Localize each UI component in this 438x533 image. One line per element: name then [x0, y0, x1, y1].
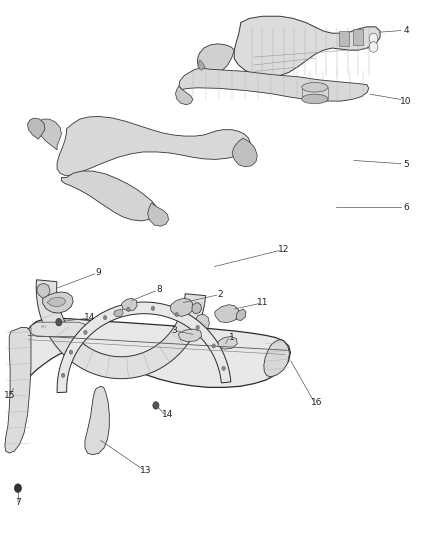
Text: 15: 15 [4, 391, 15, 400]
Polygon shape [114, 309, 123, 317]
Polygon shape [195, 314, 209, 334]
Polygon shape [121, 298, 137, 311]
Circle shape [153, 402, 159, 409]
Text: 11: 11 [257, 298, 268, 307]
Polygon shape [218, 336, 237, 349]
Text: 14: 14 [84, 313, 95, 322]
Polygon shape [232, 138, 257, 167]
Text: 16: 16 [311, 398, 323, 407]
Ellipse shape [302, 94, 328, 104]
Polygon shape [198, 60, 205, 70]
Polygon shape [215, 305, 239, 322]
Circle shape [369, 42, 378, 52]
Text: 6: 6 [403, 203, 409, 212]
Polygon shape [36, 280, 205, 378]
Polygon shape [37, 119, 61, 150]
Circle shape [175, 312, 178, 317]
Text: REF: REF [41, 325, 47, 329]
Polygon shape [37, 284, 50, 298]
Circle shape [369, 33, 378, 44]
Polygon shape [179, 329, 201, 342]
Text: 8: 8 [156, 285, 162, 294]
Circle shape [151, 306, 155, 310]
Ellipse shape [302, 83, 328, 92]
Polygon shape [43, 292, 73, 313]
Polygon shape [61, 171, 157, 221]
Circle shape [222, 366, 225, 370]
Circle shape [212, 344, 215, 348]
Polygon shape [85, 386, 110, 455]
Circle shape [127, 307, 130, 311]
Polygon shape [57, 302, 231, 393]
Polygon shape [176, 86, 193, 105]
Polygon shape [28, 118, 45, 139]
Circle shape [14, 484, 21, 492]
Text: 3: 3 [171, 326, 177, 335]
Text: 13: 13 [140, 466, 152, 475]
Polygon shape [339, 31, 349, 46]
Polygon shape [353, 29, 363, 45]
Circle shape [196, 325, 199, 329]
Circle shape [84, 330, 87, 334]
Text: 1: 1 [229, 333, 235, 342]
Circle shape [69, 350, 73, 354]
Polygon shape [57, 116, 251, 175]
Polygon shape [192, 303, 201, 314]
Text: 5: 5 [403, 160, 409, 169]
Polygon shape [18, 318, 290, 387]
Circle shape [103, 316, 107, 320]
Polygon shape [179, 68, 369, 101]
Circle shape [56, 318, 62, 326]
Polygon shape [170, 298, 193, 317]
Text: 10: 10 [400, 96, 412, 106]
Polygon shape [264, 340, 290, 377]
Text: 14: 14 [162, 410, 173, 419]
Text: 7: 7 [15, 498, 21, 507]
Polygon shape [31, 322, 86, 336]
Polygon shape [5, 327, 31, 453]
Polygon shape [47, 297, 66, 307]
Text: 4: 4 [403, 26, 409, 35]
Text: 2: 2 [218, 289, 223, 298]
Text: 12: 12 [278, 245, 289, 254]
Circle shape [61, 373, 65, 377]
Polygon shape [197, 44, 234, 75]
Polygon shape [237, 309, 246, 320]
Polygon shape [148, 203, 169, 226]
Polygon shape [234, 16, 380, 77]
Text: 9: 9 [95, 268, 101, 277]
